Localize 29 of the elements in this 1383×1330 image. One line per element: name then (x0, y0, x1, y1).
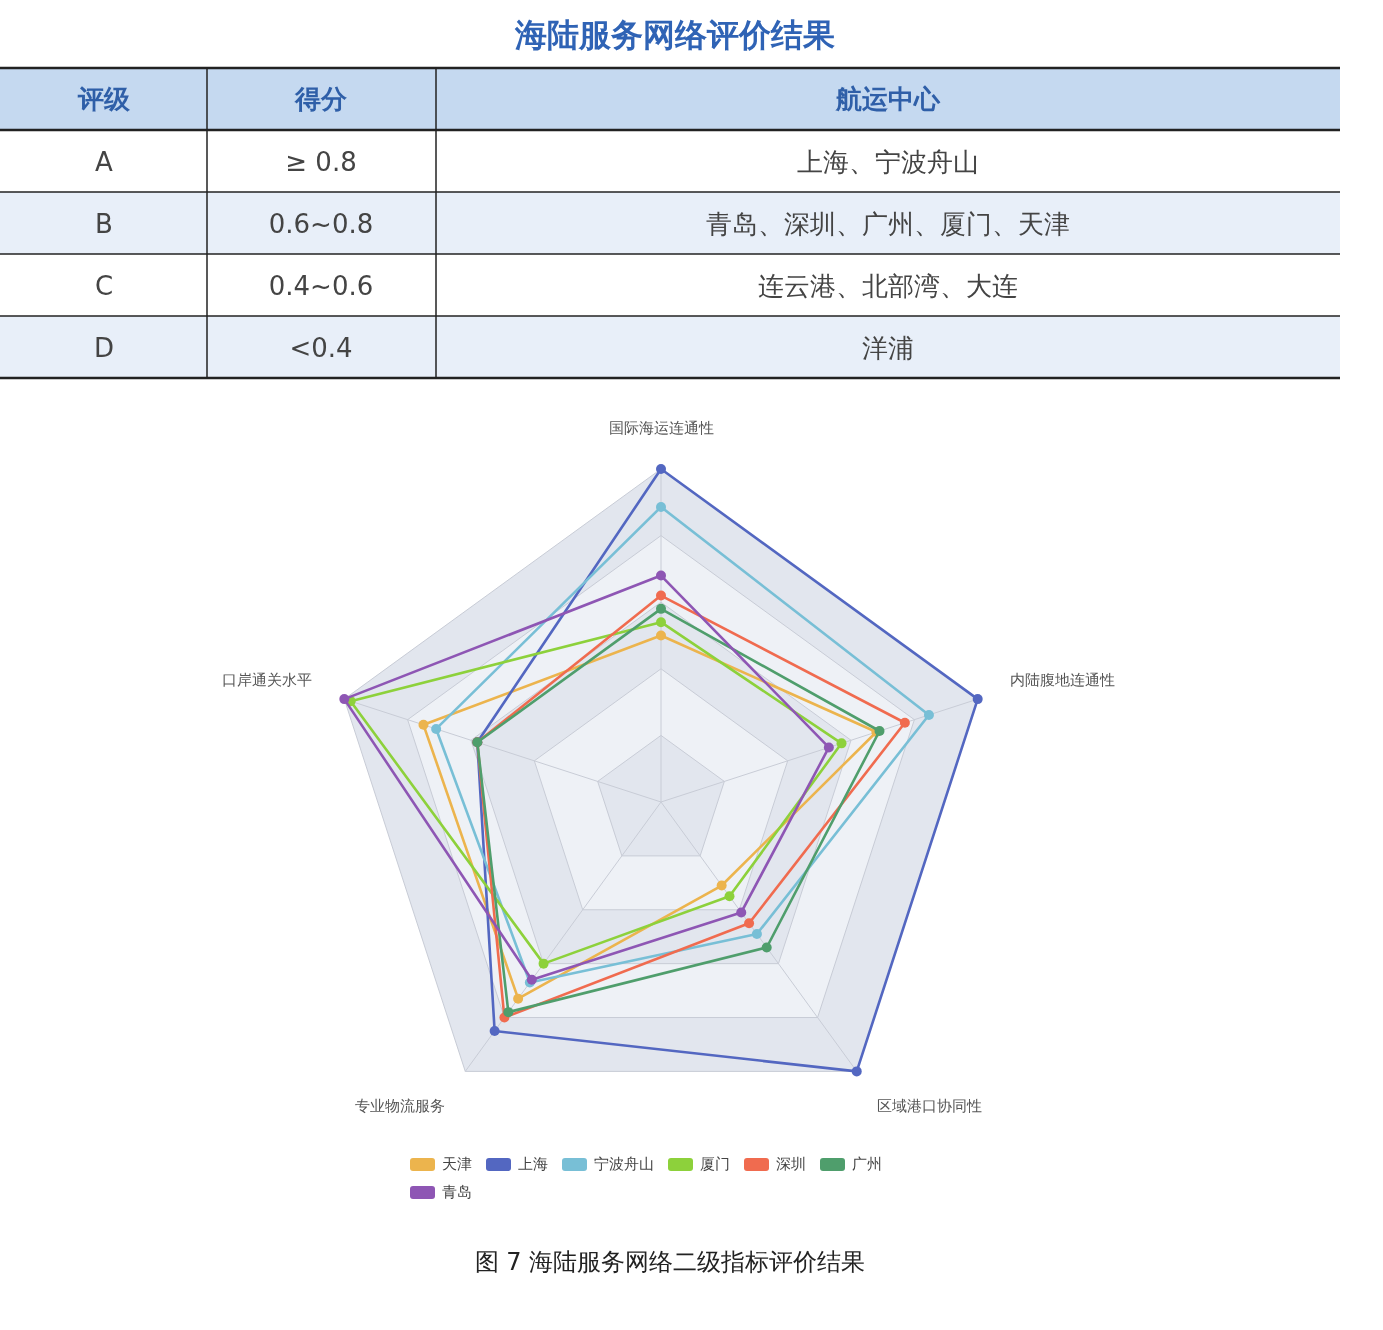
spoke-label: 区域港口协同性 (876, 1097, 982, 1116)
text: 海陆服务网络评价结果 (514, 16, 835, 54)
text: C (94, 271, 114, 301)
text: B (95, 209, 113, 239)
category-label: 航运中心 (835, 84, 941, 114)
text: 洋浦 (862, 333, 914, 363)
text: D (93, 333, 115, 363)
text: 0.4~0.6 (268, 271, 374, 301)
text: ≥ 0.8 (285, 147, 357, 177)
spoke-label: 专业物流服务 (355, 1097, 446, 1116)
legend-label: 宁波舟山 (594, 1155, 654, 1173)
legend-label: 广州 (852, 1155, 882, 1173)
caption: 图 7 海陆服务网络二级指标评价结果 (474, 1248, 866, 1276)
legend-label: 深圳 (776, 1155, 806, 1173)
legend-label: 厦门 (700, 1155, 730, 1173)
text: 连云港、北部湾、大连 (758, 271, 1018, 301)
spoke-label: 内陆腹地连通性 (1009, 671, 1115, 690)
spoke-label: 口岸通关水平 (222, 671, 313, 690)
text: A (95, 147, 114, 177)
text: <0.4 (289, 333, 353, 363)
legend-label: 天津 (442, 1155, 472, 1173)
text: 青岛、深圳、广州、厦门、天津 (706, 209, 1070, 239)
category-label: 得分 (294, 84, 348, 114)
category-label: 评级 (77, 84, 131, 114)
legend-label: 上海 (518, 1155, 548, 1173)
text: 上海、宁波舟山 (797, 147, 979, 177)
legend-label: 青岛 (442, 1183, 472, 1201)
text: 0.6~0.8 (268, 209, 374, 239)
spoke-label: 国际海运连通性 (608, 419, 714, 437)
